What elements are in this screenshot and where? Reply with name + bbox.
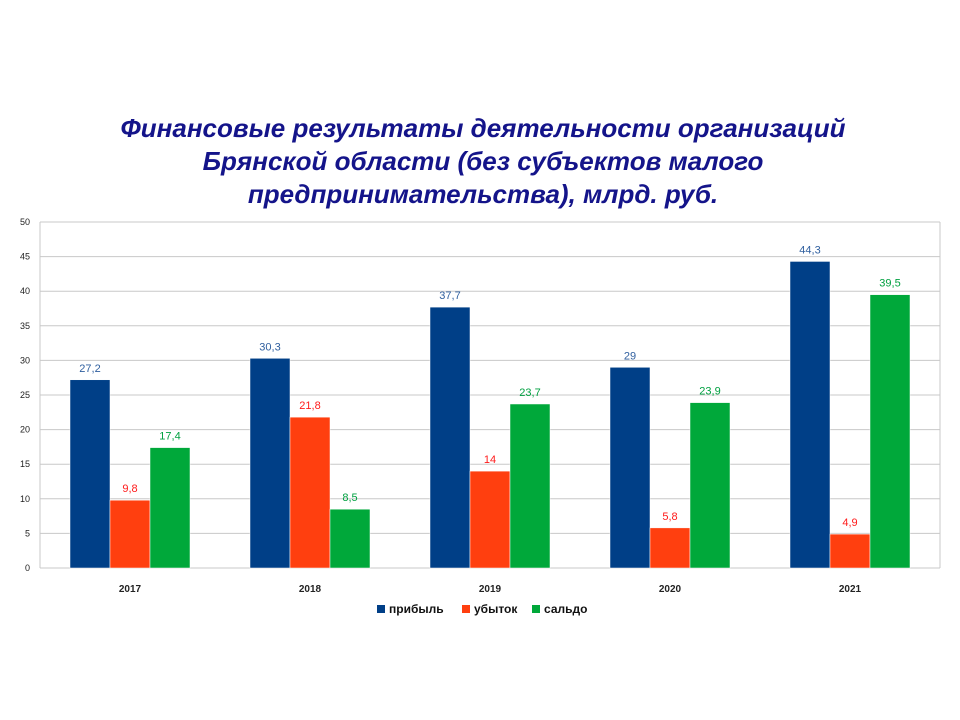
data-label: 4,9 xyxy=(842,517,857,529)
bar-прибыль-2020 xyxy=(609,367,651,569)
bar-сальдо-2020 xyxy=(689,402,731,569)
bar-сальдо-2018 xyxy=(329,508,371,569)
legend-label: сальдо xyxy=(544,602,587,616)
legend-swatch xyxy=(377,605,385,613)
data-label: 17,4 xyxy=(159,431,180,443)
x-tick-label: 2021 xyxy=(839,584,862,595)
bar-убыток-2021 xyxy=(829,533,871,569)
data-label: 23,7 xyxy=(519,387,540,399)
legend-label: убыток xyxy=(474,602,518,616)
x-tick-label: 2019 xyxy=(479,584,502,595)
y-tick-label: 10 xyxy=(20,494,30,504)
data-label: 21,8 xyxy=(299,400,320,412)
x-tick-label: 2018 xyxy=(299,584,322,595)
bar-убыток-2018 xyxy=(289,416,331,569)
data-label: 23,9 xyxy=(699,386,720,398)
data-label: 14 xyxy=(484,454,496,466)
data-label: 37,7 xyxy=(439,290,460,302)
legend-swatch xyxy=(462,605,470,613)
x-tick-label: 2020 xyxy=(659,584,682,595)
y-tick-label: 5 xyxy=(25,528,30,538)
y-tick-label: 0 xyxy=(25,563,30,573)
y-tick-label: 50 xyxy=(20,217,30,227)
legend-label: прибыль xyxy=(389,602,444,616)
y-tick-label: 45 xyxy=(20,252,30,262)
x-tick-label: 2017 xyxy=(119,584,142,595)
bar-прибыль-2021 xyxy=(789,261,831,569)
data-label: 27,2 xyxy=(79,363,100,375)
bar-убыток-2019 xyxy=(469,470,511,569)
data-label: 8,5 xyxy=(342,492,357,504)
data-label: 29 xyxy=(624,350,636,362)
title-line: Финансовые результаты деятельности орган… xyxy=(120,113,846,143)
y-tick-label: 15 xyxy=(20,459,30,469)
data-label: 39,5 xyxy=(879,278,900,290)
bar-сальдо-2019 xyxy=(509,403,551,569)
y-tick-label: 40 xyxy=(20,286,30,296)
bar-сальдо-2017 xyxy=(149,447,191,569)
y-tick-label: 25 xyxy=(20,390,30,400)
bar-убыток-2020 xyxy=(649,527,691,569)
y-tick-label: 30 xyxy=(20,355,30,365)
data-label: 5,8 xyxy=(662,511,677,523)
title-line: Брянской области (без субъектов малого xyxy=(202,146,764,176)
bar-прибыль-2018 xyxy=(249,358,291,569)
bar-прибыль-2019 xyxy=(429,306,471,569)
data-label: 30,3 xyxy=(259,341,280,353)
bar-убыток-2017 xyxy=(109,499,151,569)
bar-прибыль-2017 xyxy=(69,379,111,569)
y-tick-label: 20 xyxy=(20,425,30,435)
title-line: предпринимательства), млрд. руб. xyxy=(247,179,719,209)
bar-сальдо-2021 xyxy=(869,294,911,569)
data-label: 44,3 xyxy=(799,244,820,256)
legend-swatch xyxy=(532,605,540,613)
y-tick-label: 35 xyxy=(20,321,30,331)
chart-title: Финансовые результаты деятельности орган… xyxy=(60,112,906,211)
data-label: 9,8 xyxy=(122,483,137,495)
